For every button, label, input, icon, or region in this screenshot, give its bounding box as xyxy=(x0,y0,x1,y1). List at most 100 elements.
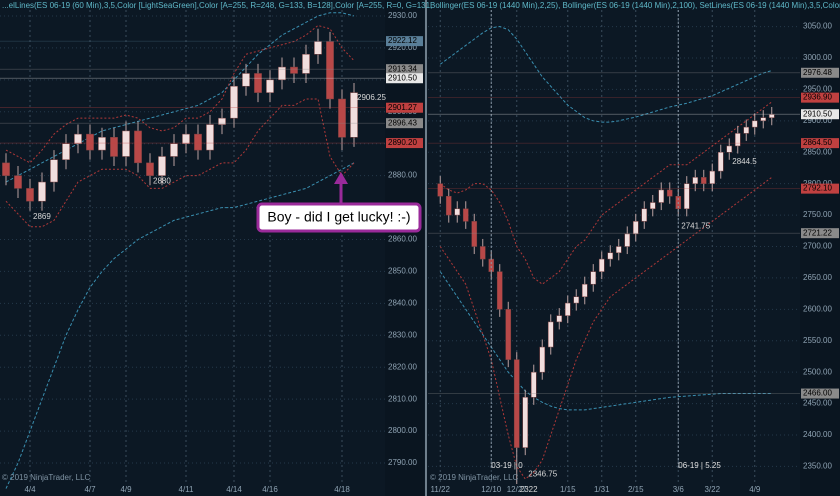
candle-body xyxy=(445,195,452,216)
candle-body xyxy=(146,162,154,176)
rollover-label: 03-19 | 0 xyxy=(491,461,523,470)
y-tick-label: 2850.00 xyxy=(388,267,417,276)
candle-body xyxy=(14,175,22,189)
candle-body xyxy=(683,183,690,210)
candle-body xyxy=(290,66,298,74)
y-tick-label: 2500.00 xyxy=(803,367,832,376)
candle-body xyxy=(454,208,461,216)
candle-body xyxy=(74,133,82,144)
candle-body xyxy=(734,133,741,147)
x-tick-label: 4/18 xyxy=(334,485,350,494)
candle-body xyxy=(632,221,639,235)
band-line xyxy=(439,176,773,480)
x-tick-label: 4/9 xyxy=(120,485,132,494)
annotation-box xyxy=(256,202,422,233)
candle-body xyxy=(122,130,130,157)
y-tick-label: 2550.00 xyxy=(803,336,832,345)
price-marker-label: 2721.22 xyxy=(803,228,832,237)
price-note: 2844.5 xyxy=(732,157,757,166)
y-tick-label: 2830.00 xyxy=(388,330,417,339)
candle-body xyxy=(479,246,486,260)
candle-body xyxy=(726,145,733,153)
candle-body xyxy=(314,41,322,55)
candle-body xyxy=(581,283,588,298)
candle-body xyxy=(134,130,142,164)
candle-body xyxy=(717,151,724,172)
rollover-label: 06-19 | 5.25 xyxy=(678,461,721,470)
candle-body xyxy=(242,73,250,87)
annotation: Boy - did I get lucky! :-) xyxy=(256,172,422,233)
y-tick-label: 2450.00 xyxy=(803,399,832,408)
candle-body xyxy=(649,202,656,210)
band-line xyxy=(439,101,773,285)
band-line xyxy=(439,271,772,411)
candle-body xyxy=(539,346,546,373)
candle-body xyxy=(573,296,580,304)
candle-body xyxy=(50,159,58,183)
candle-body xyxy=(496,271,503,310)
candle-body xyxy=(607,252,614,260)
x-tick-label: 1/31 xyxy=(594,485,610,494)
candle-body xyxy=(2,162,10,176)
price-marker-label: 2976.48 xyxy=(803,68,832,77)
candle-body xyxy=(194,133,202,151)
candle-body xyxy=(692,177,699,184)
candle-body xyxy=(590,271,597,285)
price-marker-label: 2864.50 xyxy=(803,138,832,147)
candle-body xyxy=(62,143,70,160)
candle-body xyxy=(768,114,775,118)
y-tick-label: 2750.00 xyxy=(803,210,832,219)
y-tick-label: 2880.00 xyxy=(388,171,417,180)
candle-body xyxy=(206,124,214,151)
candle-body xyxy=(666,189,673,197)
candle-body xyxy=(302,54,310,74)
candle-body xyxy=(326,41,334,100)
x-tick-label: 12/27 xyxy=(507,485,528,494)
candle-body xyxy=(338,98,346,138)
axis-strip xyxy=(800,0,840,496)
candle-body xyxy=(751,120,758,128)
candle-body xyxy=(615,246,622,254)
x-tick-label: 4/4 xyxy=(24,485,36,494)
y-tick-label: 2820.00 xyxy=(388,362,417,371)
candle-body xyxy=(254,73,262,93)
price-note: 2322 xyxy=(520,485,538,494)
y-tick-label: 2900.00 xyxy=(803,116,832,125)
price-note: 2346.75 xyxy=(528,470,557,479)
price-marker-label: 2922.12 xyxy=(388,36,417,45)
y-tick-label: 2800.00 xyxy=(803,179,832,188)
candle-body xyxy=(170,143,178,157)
price-marker-box xyxy=(386,138,423,149)
price-marker-box xyxy=(801,228,839,239)
candle-body xyxy=(513,359,520,448)
price-marker-box xyxy=(386,64,423,75)
candle-body xyxy=(547,321,554,348)
candle-body xyxy=(38,181,46,202)
price-marker-box xyxy=(801,183,839,194)
x-tick-label: 2/15 xyxy=(628,485,644,494)
candle-body xyxy=(658,189,665,203)
x-tick-label: 4/11 xyxy=(179,485,195,494)
candle-body xyxy=(86,133,94,151)
candle-body xyxy=(218,117,226,125)
candle-body xyxy=(709,170,716,184)
x-tick-label: 12/10 xyxy=(481,485,502,494)
y-tick-label: 2350.00 xyxy=(803,462,832,471)
candle-body xyxy=(624,233,631,247)
candle-body xyxy=(598,258,605,272)
price-marker-box xyxy=(801,138,839,149)
indicator-title: ...elLines(ES 06-19 (60 Min),3,5,Color [… xyxy=(2,1,432,10)
candle-body xyxy=(564,302,571,316)
candle-body xyxy=(278,66,286,81)
candle-body xyxy=(471,221,478,247)
price-note: 2741.75 xyxy=(681,221,710,230)
y-tick-label: 2600.00 xyxy=(803,304,832,313)
x-tick-label: 11/22 xyxy=(431,485,451,494)
candle-body xyxy=(556,315,563,323)
copyright: © 2019 NinjaTrader, LLC xyxy=(2,473,91,482)
price-marker-label: 2913.34 xyxy=(388,64,417,73)
price-marker-label: 2896.43 xyxy=(388,118,417,127)
candle-body xyxy=(26,188,34,202)
